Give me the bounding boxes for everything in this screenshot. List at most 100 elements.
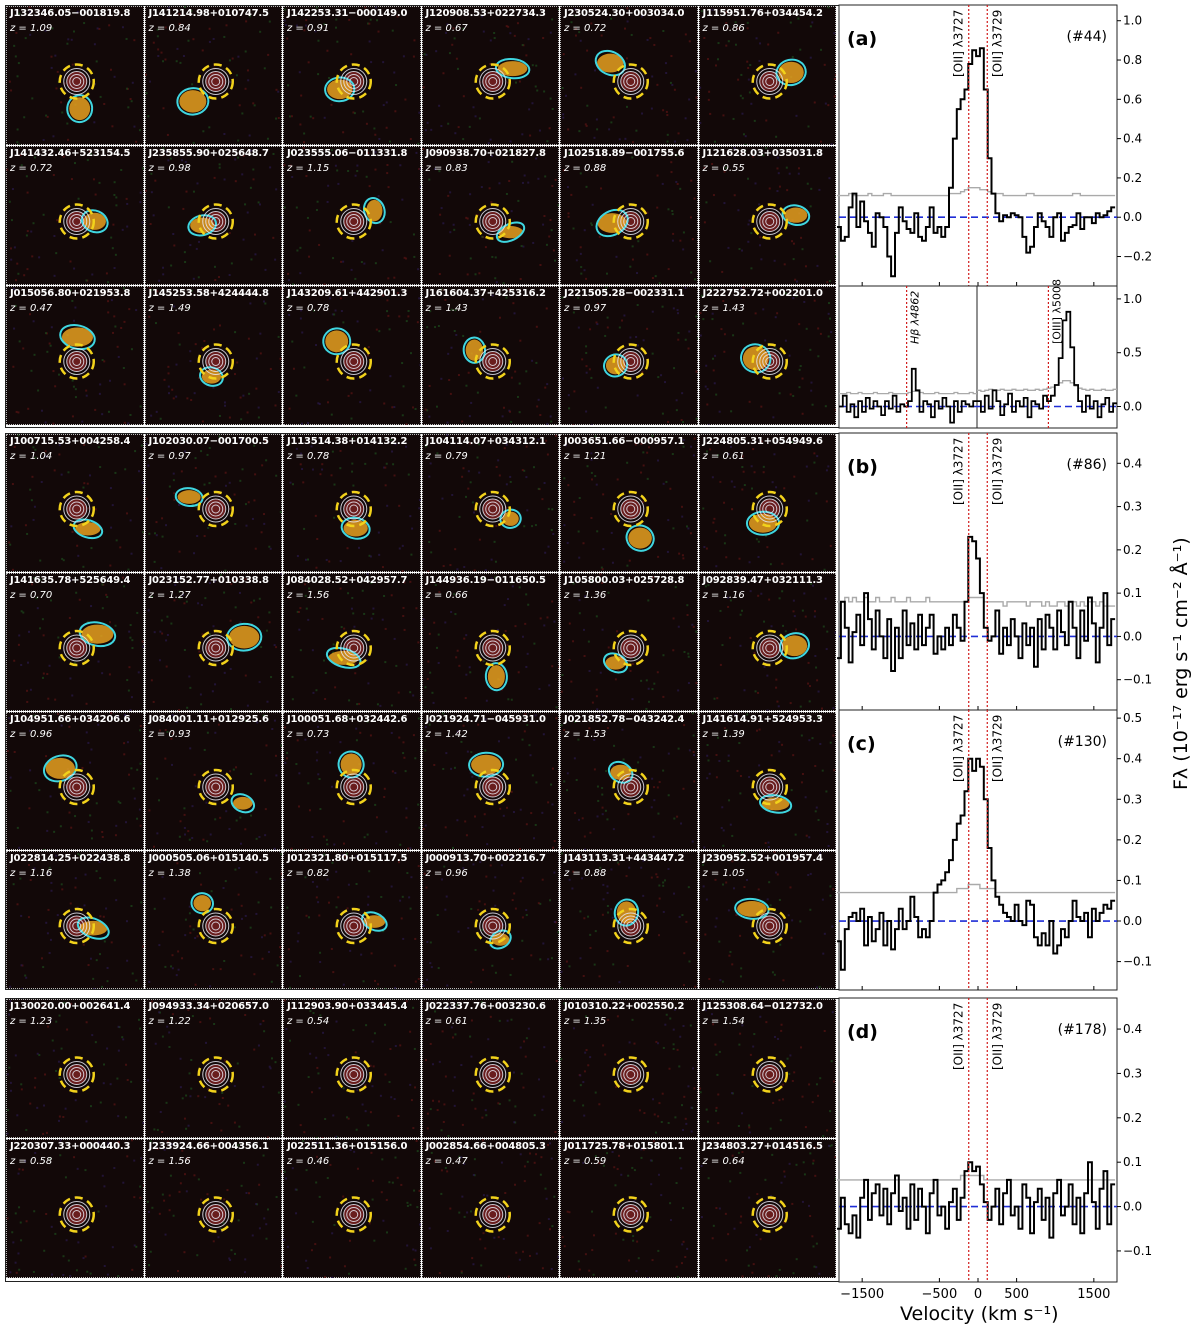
noise-pixel <box>782 1170 785 1173</box>
noise-pixel <box>456 930 459 933</box>
noise-pixel <box>387 277 390 280</box>
noise-pixel <box>505 192 508 195</box>
noise-pixel <box>590 222 593 225</box>
flux-contour <box>346 354 362 369</box>
noise-pixel <box>68 811 71 814</box>
noise-pixel <box>524 909 527 912</box>
noise-pixel <box>300 94 303 97</box>
noise-pixel <box>239 396 242 399</box>
noise-pixel <box>813 299 816 302</box>
noise-pixel <box>788 1054 791 1057</box>
noise-pixel <box>270 728 273 731</box>
aperture-circle <box>335 907 372 945</box>
noise-pixel <box>493 876 496 879</box>
noise-pixel <box>134 450 137 453</box>
noise-pixel <box>702 166 705 169</box>
flux-contour <box>484 1067 500 1082</box>
noise-pixel <box>598 975 601 978</box>
noise-pixel <box>534 361 537 364</box>
noise-pixel <box>677 715 680 718</box>
noise-pixel <box>480 659 483 662</box>
noise-pixel <box>801 1095 804 1098</box>
noise-pixel <box>634 658 637 661</box>
noise-pixel <box>163 58 166 61</box>
noise-pixel <box>829 331 832 334</box>
noise-pixel <box>727 954 730 957</box>
flux-contour <box>623 779 639 795</box>
noise-pixel <box>706 1120 709 1123</box>
noise-pixel <box>9 789 12 792</box>
noise-pixel <box>459 1156 462 1159</box>
noise-pixel <box>560 724 563 727</box>
noise-pixel <box>814 1266 817 1269</box>
noise-pixel <box>533 1161 536 1164</box>
cutout-image <box>704 575 836 711</box>
aperture-circle <box>751 1196 788 1233</box>
object-name: J102030.07−001700.5 <box>148 436 269 447</box>
noise-pixel <box>406 1201 409 1204</box>
noise-pixel <box>41 618 44 621</box>
noise-pixel <box>262 1154 265 1157</box>
noise-pixel <box>17 1252 20 1255</box>
noise-pixel <box>445 1170 448 1173</box>
noise-pixel <box>67 138 70 141</box>
noise-pixel <box>496 628 499 631</box>
noise-pixel <box>90 605 93 608</box>
noise-pixel <box>695 96 698 99</box>
cutout-cell: J141214.98+010747.5 z = 0.84 <box>144 6 282 145</box>
noise-pixel <box>318 1195 321 1198</box>
noise-pixel <box>219 573 222 576</box>
noise-pixel <box>239 621 242 624</box>
noise-pixel <box>807 836 810 839</box>
aperture-circle <box>58 629 95 667</box>
noise-pixel <box>816 1094 819 1097</box>
noise-pixel <box>367 354 370 357</box>
noise-pixel <box>195 247 198 250</box>
flux-contour <box>340 208 368 235</box>
noise-pixel <box>667 867 670 870</box>
noise-pixel <box>251 102 254 105</box>
noise-pixel <box>431 1099 434 1102</box>
emission-line-label: [OII] λ3729 <box>990 10 1004 77</box>
noise-pixel <box>68 725 71 728</box>
noise-pixel <box>253 233 256 236</box>
noise-pixel <box>45 1131 48 1134</box>
noise-pixel <box>704 364 707 367</box>
noise-pixel <box>529 954 532 957</box>
noise-pixel <box>291 1167 294 1170</box>
noise-pixel <box>280 1170 282 1173</box>
noise-pixel <box>29 33 32 36</box>
noise-pixel <box>471 1263 474 1266</box>
object-name: J012321.80+015117.5 <box>287 853 408 864</box>
noise-pixel <box>71 694 74 697</box>
noise-pixel <box>192 277 195 280</box>
noise-pixel <box>390 731 393 734</box>
noise-pixel <box>436 1109 439 1112</box>
noise-pixel <box>107 281 110 284</box>
flux-contour <box>72 921 82 931</box>
noise-pixel <box>830 1144 833 1147</box>
noise-pixel <box>393 71 396 74</box>
noise-pixel <box>635 1270 638 1273</box>
noise-pixel <box>711 357 714 360</box>
noise-pixel <box>482 1232 485 1235</box>
noise-pixel <box>384 987 387 989</box>
noise-pixel <box>82 565 85 568</box>
noise-pixel <box>232 768 235 771</box>
noise-pixel <box>673 817 676 820</box>
noise-pixel <box>142 645 144 648</box>
noise-pixel <box>524 593 527 596</box>
noise-pixel <box>337 896 340 899</box>
noise-pixel <box>31 475 34 478</box>
noise-pixel <box>727 909 730 912</box>
object-name: J130020.00+002641.4 <box>10 1001 131 1012</box>
noise-pixel <box>520 133 523 136</box>
neighbour-galaxy <box>325 330 349 353</box>
noise-pixel <box>297 1103 300 1106</box>
noise-pixel <box>640 1156 643 1159</box>
noise-pixel <box>773 1035 776 1038</box>
x-tick-label: −500 <box>922 1287 958 1302</box>
noise-pixel <box>835 445 836 448</box>
noise-pixel <box>624 137 627 140</box>
noise-pixel <box>426 1112 429 1115</box>
